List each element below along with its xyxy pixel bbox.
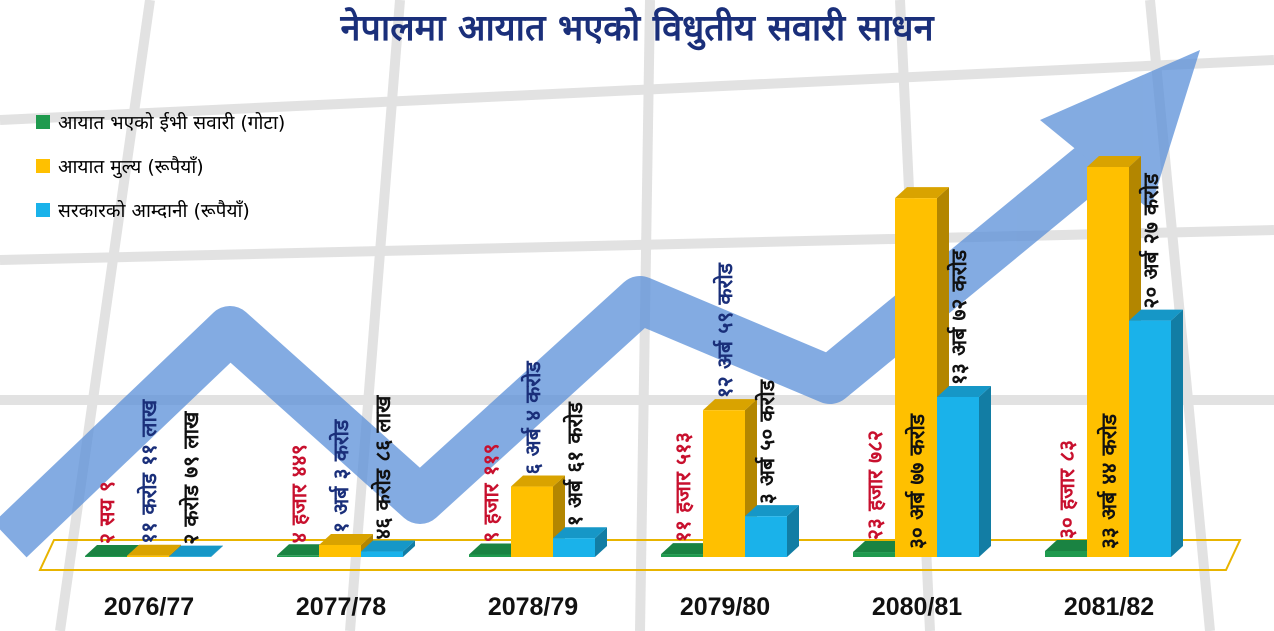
x-tick-label: 2076/77 bbox=[104, 593, 194, 621]
bar-side bbox=[211, 545, 223, 557]
x-tick-label: 2081/82 bbox=[1064, 593, 1154, 621]
data-label: १ अर्ब ३ करोड bbox=[328, 419, 353, 533]
legend-swatch bbox=[36, 115, 50, 129]
bar-front bbox=[703, 410, 745, 557]
bar-side bbox=[979, 385, 991, 557]
legend-label: आयात भएको ईभी सवारी (गोटा) bbox=[58, 111, 285, 134]
bar-front bbox=[895, 198, 937, 558]
bar-front bbox=[1087, 167, 1129, 557]
bar bbox=[169, 545, 223, 557]
data-label: १२ अर्ब ५९ करोड bbox=[712, 262, 737, 398]
bar-top bbox=[469, 543, 523, 555]
chart-title: नेपालमा आयात भएको विधुतीय सवारी साधन bbox=[339, 7, 935, 51]
data-label: १ अर्ब ६१ करोड bbox=[562, 401, 587, 526]
data-label: ३ अर्ब ५० करोड bbox=[754, 379, 779, 504]
bar-side bbox=[595, 527, 607, 557]
bar bbox=[553, 527, 607, 557]
data-label: ४ हजार ४४९ bbox=[287, 444, 311, 543]
bar-top bbox=[277, 544, 331, 556]
data-label: २३ हजार ७८२ bbox=[863, 430, 887, 540]
legend-swatch bbox=[36, 159, 50, 173]
data-label: २ सय ९ bbox=[95, 481, 119, 544]
bars: 2076/77 २ सय ९ ११ करोड ११ लाख २ करोड ७९ लाख… bbox=[85, 156, 1183, 621]
bar-side bbox=[787, 505, 799, 557]
bar-front bbox=[1129, 320, 1171, 557]
bar-front bbox=[745, 516, 787, 557]
legend-label: सरकारको आम्दानी (रूपैयाँ) bbox=[58, 199, 250, 222]
bar-front bbox=[277, 555, 319, 557]
bar-top bbox=[1129, 309, 1183, 321]
data-label: २० अर्ब २७ करोड bbox=[1138, 173, 1163, 309]
bar-front bbox=[937, 396, 979, 557]
bar-side bbox=[403, 540, 415, 557]
data-label: ३३ अर्ब ४४ करोड bbox=[1096, 413, 1121, 549]
data-label: ९ हजार ११९ bbox=[479, 443, 503, 542]
floor bbox=[38, 539, 1242, 571]
bar-front bbox=[661, 554, 703, 557]
legend: आयात भएको ईभी सवारी (गोटा) आयात मुल्य (रू… bbox=[36, 111, 285, 222]
bar-top bbox=[745, 505, 799, 517]
x-tick-label: 2077/78 bbox=[296, 593, 386, 621]
legend-label: आयात मुल्य (रूपैयाँ) bbox=[58, 155, 204, 179]
bar-top bbox=[937, 385, 991, 397]
x-tick-label: 2078/79 bbox=[488, 593, 578, 621]
data-label: ४६ करोड ८६ लाख bbox=[370, 395, 395, 540]
bar-front bbox=[361, 551, 403, 557]
bar bbox=[937, 385, 991, 557]
bar-side bbox=[1171, 309, 1183, 557]
bar-front bbox=[85, 555, 127, 557]
bar-top bbox=[127, 544, 181, 556]
bar-top bbox=[703, 399, 757, 411]
data-label: ३० अर्ब ७७ करोड bbox=[904, 413, 929, 549]
bar bbox=[361, 540, 415, 557]
bar-top bbox=[853, 541, 907, 553]
bar-top bbox=[661, 543, 715, 555]
bar-top bbox=[1045, 540, 1099, 551]
bar bbox=[745, 505, 799, 557]
bar-front bbox=[1045, 551, 1087, 557]
bar-top bbox=[895, 187, 949, 199]
bar-top bbox=[169, 545, 223, 557]
data-label: ३० हजार ८३ bbox=[1055, 440, 1079, 539]
bar bbox=[1129, 309, 1183, 557]
data-label: २ करोड ७९ लाख bbox=[178, 411, 203, 545]
legend-swatch bbox=[36, 203, 50, 217]
bar bbox=[895, 187, 949, 558]
bar-front bbox=[553, 538, 595, 557]
bar bbox=[319, 533, 373, 557]
bar-front bbox=[853, 552, 895, 557]
bar-front bbox=[511, 486, 553, 557]
bar-top bbox=[361, 540, 415, 552]
bar-top bbox=[85, 544, 139, 556]
bar-top bbox=[553, 527, 607, 539]
x-tick-label: 2079/80 bbox=[680, 593, 770, 621]
data-label: १३ अर्ब ७२ करोड bbox=[946, 249, 971, 385]
background-arrow bbox=[0, 50, 1200, 558]
bar-top bbox=[1087, 156, 1141, 167]
bar-front bbox=[319, 544, 361, 557]
data-label: ६ अर्ब ४ करोड bbox=[520, 361, 545, 475]
bar-front bbox=[127, 555, 169, 557]
bar-top bbox=[319, 533, 373, 545]
data-label: ११ करोड ११ लाख bbox=[136, 399, 161, 544]
data-label: ११ हजार ५१३ bbox=[671, 432, 695, 542]
bar-front bbox=[469, 554, 511, 557]
x-tick-label: 2080/81 bbox=[872, 593, 962, 621]
bar-top bbox=[511, 475, 565, 487]
